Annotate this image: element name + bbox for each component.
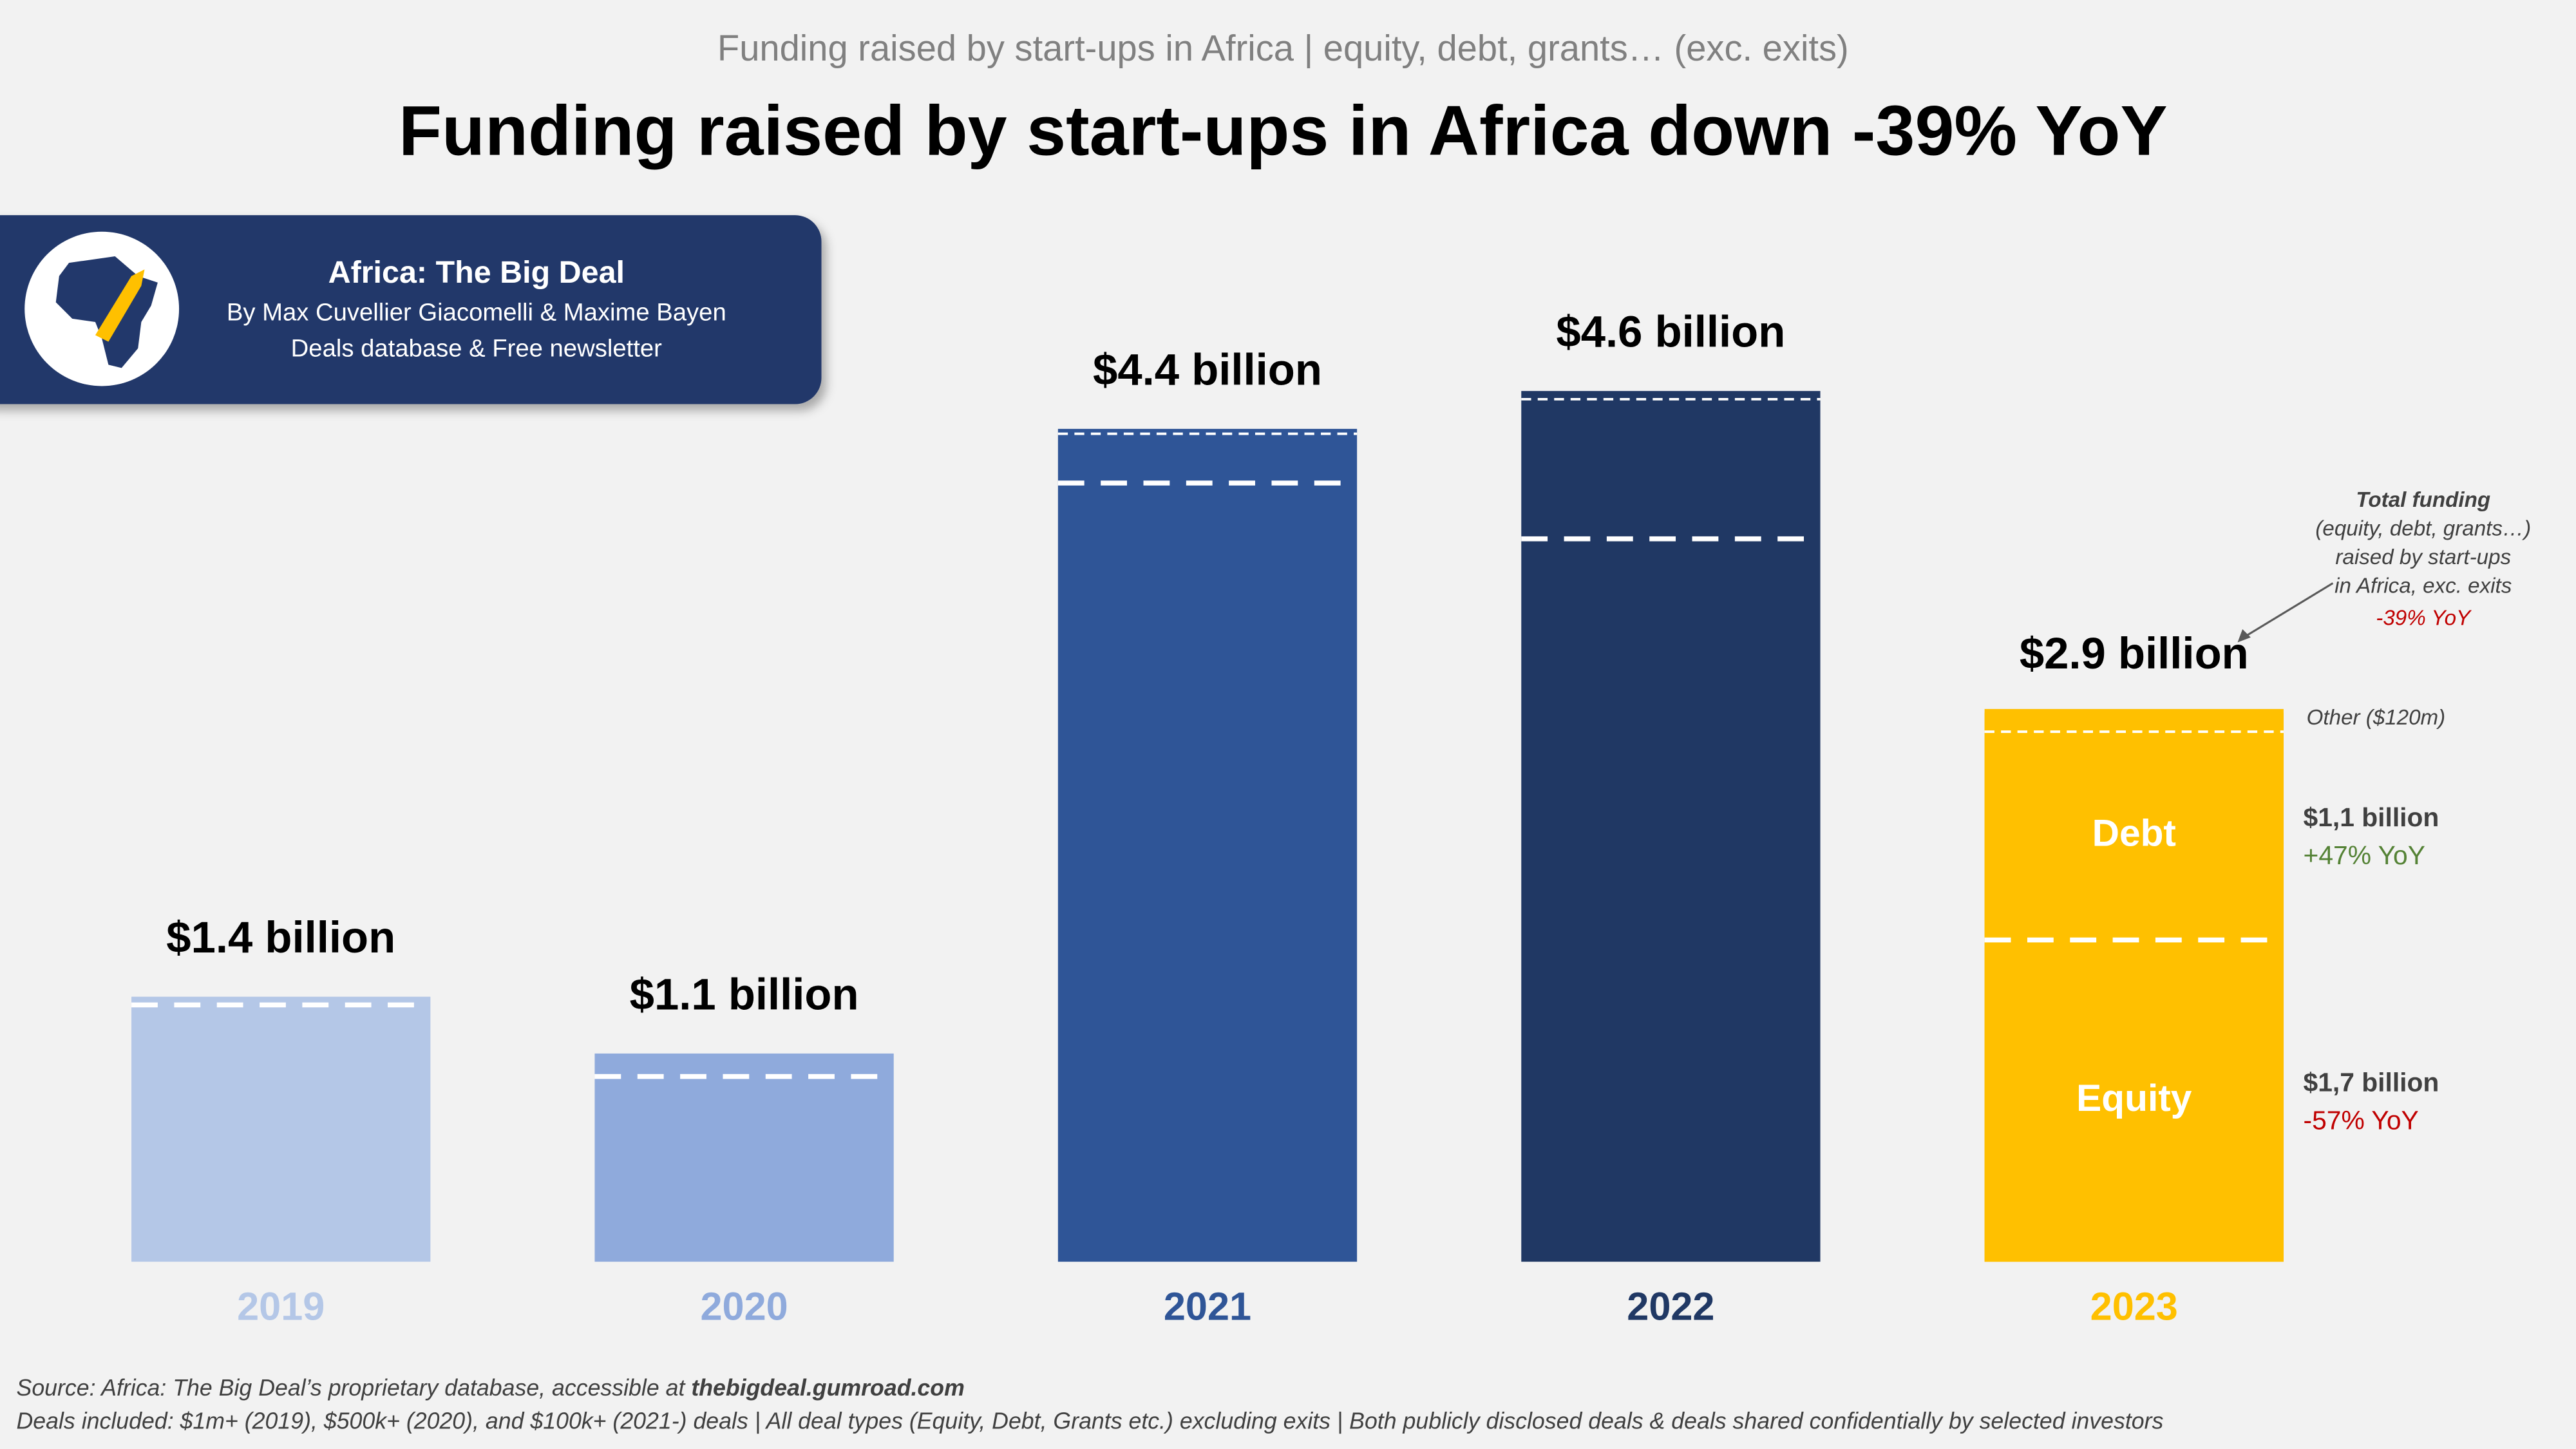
segment-name: Equity (2076, 1077, 2192, 1119)
value-label: $4.4 billion (1093, 345, 1322, 394)
x-tick-label: 2019 (237, 1284, 325, 1328)
badge: Africa: The Big Deal By Max Cuvellier Gi… (0, 215, 822, 404)
subtitle: Funding raised by start-ups in Africa | … (717, 28, 1849, 68)
segment-label: $1,1 billion (2304, 802, 2439, 832)
segment-name: Other ($120m) (2307, 706, 2446, 730)
segment-name: Debt (2092, 812, 2176, 854)
chart-title: Funding raised by start-ups in Africa do… (399, 92, 2168, 171)
source-link: thebigdeal.gumroad.com (691, 1376, 965, 1401)
annotation-line: in Africa, exc. exits (2334, 574, 2512, 598)
annotation-line: raised by start-ups (2335, 545, 2511, 569)
annotation-line: (equity, debt, grants…) (2315, 516, 2531, 540)
badge-title: Africa: The Big Deal (328, 255, 625, 290)
stack-segment (1984, 940, 2284, 1262)
stack-segment (1984, 732, 2284, 940)
value-label: $1.4 billion (166, 913, 395, 962)
logo-rocket (95, 269, 145, 342)
source-prefix: Source: Africa: The Big Deal’s proprieta… (17, 1376, 692, 1401)
segment-label: $1,7 billion (2304, 1068, 2439, 1097)
segment-change: -57% YoY (2304, 1105, 2419, 1135)
x-tick-label: 2022 (1627, 1284, 1714, 1328)
bar (131, 996, 431, 1262)
footnote: Deals included: $1m+ (2019), $500k+ (202… (17, 1408, 2164, 1434)
bar (594, 1053, 894, 1262)
bar (1057, 428, 1358, 1262)
stack-segment (1984, 708, 2284, 732)
badge-tagline: Deals database & Free newsletter (291, 334, 662, 362)
annotation-arrowhead (2237, 629, 2251, 643)
badge-authors: By Max Cuvellier Giacomelli & Maxime Bay… (227, 298, 726, 326)
annotation-arrow (2240, 582, 2334, 640)
x-tick-label: 2021 (1164, 1284, 1251, 1328)
source: Source: Africa: The Big Deal’s proprieta… (17, 1376, 965, 1401)
segment-change: +47% YoY (2304, 840, 2425, 870)
x-tick-label: 2023 (2090, 1284, 2178, 1328)
annotation-change: -39% YoY (2376, 607, 2472, 630)
annotation-line: Total funding (2356, 488, 2490, 512)
bar (1521, 391, 1821, 1262)
x-tick-label: 2020 (701, 1284, 788, 1328)
value-label: $1.1 billion (630, 969, 859, 1019)
badge-box (0, 215, 822, 404)
value-label: $4.6 billion (1556, 307, 1785, 357)
value-label: $2.9 billion (2020, 629, 2249, 678)
